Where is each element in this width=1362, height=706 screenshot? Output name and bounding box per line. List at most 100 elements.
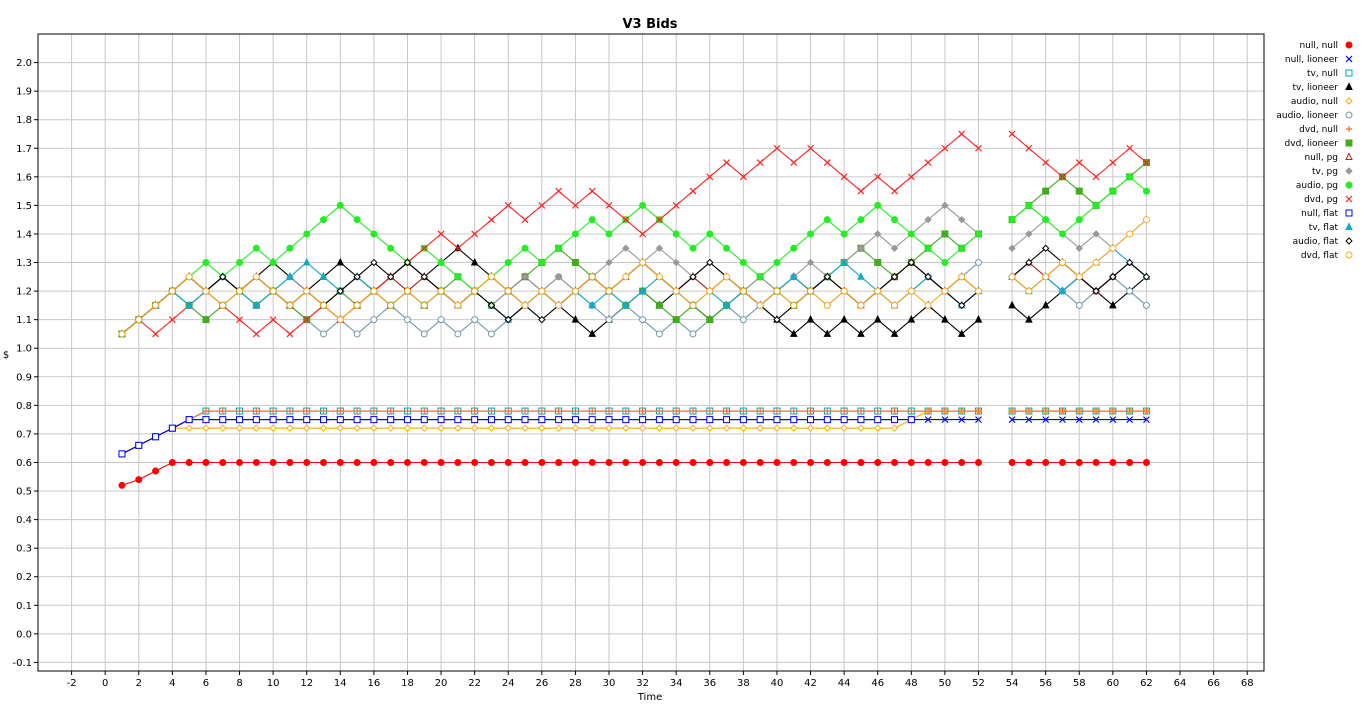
data-point [672,458,680,466]
data-point [857,187,865,195]
data-point [689,244,697,252]
data-point [907,173,915,181]
data-point [353,330,361,338]
data-point [353,273,361,281]
data-point [420,244,428,252]
data-point [789,329,798,337]
data-point [706,258,714,267]
data-point [571,230,579,238]
data-point [471,287,479,295]
data-point [773,416,781,424]
data-point [857,301,865,309]
data-point [236,408,243,415]
data-point [1075,187,1083,195]
data-point [1025,416,1033,424]
data-point [672,258,680,267]
x-tick-label: 58 [1073,678,1086,689]
legend-marker [1345,97,1353,105]
legend: null, null null, lioneer tv, null tv, lione… [1276,41,1353,261]
data-point [807,458,815,466]
data-point [420,424,428,432]
x-axis: -2 0 2 4 6 8 10 12 14 16 18 20 22 24 26 28 30 32 34 36 38 40 4… [67,671,1254,689]
data-point [252,424,261,432]
data-point [874,424,882,432]
data-point [437,416,445,424]
data-point [1126,408,1133,415]
data-point [1041,244,1050,252]
data-point [454,416,462,424]
data-point [756,424,764,432]
x-tick-label: 18 [401,678,414,689]
data-point [1075,301,1083,309]
data-point [588,273,596,281]
y-tick-label: 1.6 [16,172,32,183]
legend-label: audio, pg [1296,181,1338,191]
data-point [521,416,529,424]
data-point [454,408,461,415]
data-point [723,159,730,166]
x-tick-label: 16 [368,678,381,689]
data-point [1109,416,1117,424]
data-point [857,424,865,432]
data-point [672,201,680,209]
legend-label: tv, flat [1309,223,1339,233]
data-point [958,273,966,281]
data-point [521,273,529,281]
data-point [891,187,898,195]
data-point [823,416,831,424]
data-point [655,216,663,224]
data-point [1075,416,1083,424]
data-point [655,458,663,466]
data-point [252,273,260,281]
y-axis: -0.1 0.0 0.1 0.2 0.3 0.4 0.5 0.6 0.7 0.8 0.9 1.0 1.1… [12,58,38,669]
data-point [236,316,243,324]
data-point [874,458,882,466]
data-point [840,287,848,295]
data-point [706,408,713,415]
data-point [1142,458,1150,466]
data-point [387,408,394,415]
data-point [1075,273,1083,281]
data-point [437,316,445,324]
data-point [1042,187,1050,195]
data-point [689,187,697,195]
data-point [487,301,496,310]
data-point [638,424,647,432]
y-tick-label: 1.3 [16,258,32,269]
data-point [857,272,865,280]
data-point [857,329,865,337]
data-point [404,408,411,415]
y-tick-label: 1.5 [16,201,32,212]
data-point [689,330,697,338]
data-point [1126,416,1134,424]
data-point [185,458,193,466]
data-point [269,259,277,267]
data-point [689,273,697,281]
data-point [438,408,445,415]
data-point [941,201,949,210]
data-point [504,416,512,424]
data-point [891,408,898,415]
data-point [874,201,882,209]
legend-label: audio, lioneer [1276,111,1338,121]
data-point [286,301,294,309]
data-point [890,273,899,281]
data-point [941,287,949,295]
x-tick-label: 30 [603,678,616,689]
legend-label: null, null [1299,41,1338,51]
data-point [722,424,731,432]
data-point [605,287,613,295]
data-point [286,408,293,415]
data-point [840,257,848,266]
x-tick-label: 12 [300,678,313,689]
data-point [454,273,462,281]
data-point [857,408,864,415]
data-point [1109,408,1116,415]
data-point [303,458,311,466]
data-point [655,416,663,424]
data-point [1008,300,1016,309]
data-point [723,273,731,281]
data-point [252,458,260,466]
data-point [152,467,160,475]
x-tick-label: 62 [1140,678,1153,689]
